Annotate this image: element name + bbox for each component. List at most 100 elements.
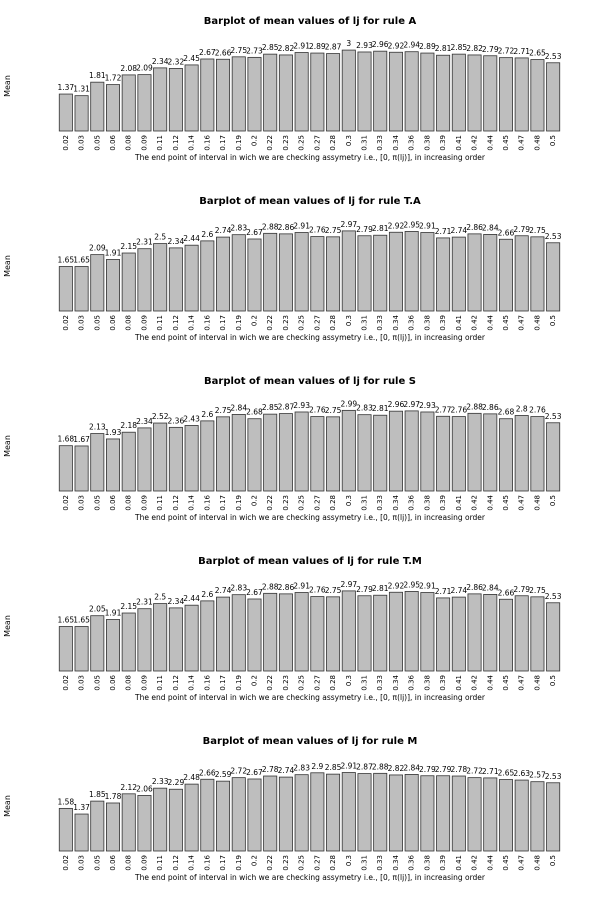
bar <box>153 243 168 312</box>
x-tick-label: 0.45 <box>502 855 510 871</box>
bar <box>467 777 482 852</box>
bar-value-label: 2.67 <box>246 768 263 777</box>
bar-value-label: 2.75 <box>529 226 546 235</box>
bar <box>263 775 278 852</box>
bar-value-label: 2.76 <box>309 226 326 235</box>
bar-value-label: 2.76 <box>309 406 326 415</box>
bar <box>168 788 183 852</box>
x-tick-label: 0.14 <box>188 314 196 330</box>
bar-value-label: 2.91 <box>293 222 310 231</box>
chart-title: Barplot of mean values of lj for rule T.… <box>198 556 422 567</box>
x-tick-label: 0.48 <box>533 675 541 691</box>
x-tick-label: 0.03 <box>78 855 86 871</box>
bar-value-label: 2.67 <box>246 588 263 597</box>
bar <box>357 773 372 852</box>
bar-value-label: 2.6 <box>201 410 213 419</box>
bar-value-label: 1.91 <box>105 248 122 257</box>
x-tick-label: 0.19 <box>235 315 243 331</box>
x-tick-label: 0.39 <box>439 135 447 151</box>
bar <box>530 59 545 132</box>
x-tick-label: 0.25 <box>298 135 306 151</box>
bar-value-label: 2.53 <box>545 412 562 421</box>
bar-value-label: 2.53 <box>545 52 562 61</box>
x-tick-label: 0.3 <box>345 135 353 146</box>
bar-value-label: 2.43 <box>183 414 200 423</box>
x-tick-label: 0.08 <box>125 495 133 511</box>
bar-value-label: 2.34 <box>168 237 185 246</box>
bar <box>467 54 482 132</box>
bar <box>216 236 231 312</box>
bar <box>58 266 73 312</box>
x-tick-label: 0.44 <box>486 854 494 870</box>
bar-value-label: 1.68 <box>58 435 75 444</box>
x-tick-label: 0.2 <box>250 495 258 506</box>
x-tick-label: 0.16 <box>203 134 211 150</box>
bar <box>514 779 529 852</box>
x-tick-label: 0.25 <box>298 675 306 691</box>
x-tick-label: 0.02 <box>62 315 70 331</box>
bar <box>90 615 105 672</box>
bar <box>263 413 278 492</box>
bar-value-label: 2.67 <box>246 228 263 237</box>
bar <box>546 62 561 132</box>
x-tick-label: 0.16 <box>203 854 211 870</box>
bar-value-label: 2.83 <box>293 764 310 773</box>
bar-value-label: 2.34 <box>168 597 185 606</box>
bar-value-label: 2.71 <box>435 227 452 236</box>
x-tick-label: 0.03 <box>78 315 86 331</box>
bar-value-label: 2.88 <box>262 582 279 591</box>
bar <box>514 235 529 312</box>
bar-value-label: 2.79 <box>356 225 373 234</box>
bar <box>58 626 73 672</box>
x-tick-label: 0.33 <box>376 315 384 331</box>
x-tick-label: 0.09 <box>140 135 148 151</box>
bar <box>483 777 498 852</box>
x-tick-label: 0.48 <box>533 315 541 331</box>
bar-value-label: 1.37 <box>58 83 75 92</box>
x-tick-label: 0.02 <box>62 855 70 871</box>
bar <box>184 604 199 672</box>
x-tick-label: 0.38 <box>423 135 431 151</box>
bar-value-label: 2.34 <box>152 57 169 66</box>
bar <box>373 234 388 312</box>
bar <box>168 247 183 312</box>
x-tick-label: 0.27 <box>313 855 321 871</box>
chart-title: Barplot of mean values of lj for rule A <box>204 16 417 27</box>
bar <box>467 593 482 672</box>
x-tick-label: 0.16 <box>203 314 211 330</box>
bar-value-label: 2.78 <box>450 765 467 774</box>
bar-value-label: 2.76 <box>529 406 546 415</box>
x-tick-label: 0.05 <box>93 495 101 511</box>
bar <box>530 781 545 852</box>
bar <box>247 778 262 852</box>
bar <box>121 612 136 672</box>
x-tick-label: 0.14 <box>188 854 196 870</box>
bar-value-label: 2.75 <box>230 46 247 55</box>
bar <box>200 58 215 132</box>
bar <box>451 53 466 132</box>
bar-value-label: 2.76 <box>309 586 326 595</box>
x-tick-label: 0.42 <box>471 135 479 151</box>
x-tick-label: 0.31 <box>361 855 369 871</box>
y-axis-label: Mean <box>3 795 12 817</box>
x-tick-label: 0.36 <box>408 134 416 150</box>
bar <box>137 608 152 672</box>
x-tick-label: 0.14 <box>188 134 196 150</box>
x-tick-label: 0.09 <box>140 315 148 331</box>
x-tick-label: 0.42 <box>471 495 479 511</box>
bar-value-label: 2.72 <box>466 767 483 776</box>
bar <box>90 254 105 312</box>
bar-value-label: 2.74 <box>450 586 467 595</box>
bar <box>514 415 529 492</box>
bar-value-label: 1.65 <box>73 616 90 625</box>
x-tick-label: 0.34 <box>392 134 400 150</box>
bar-value-label: 2.95 <box>403 220 420 229</box>
bar <box>326 236 341 312</box>
bar-value-label: 2.71 <box>482 767 499 776</box>
bar <box>58 807 73 852</box>
bar-value-label: 2.89 <box>309 42 326 51</box>
bar-value-label: 2.83 <box>356 404 373 413</box>
bar-value-label: 2.32 <box>168 57 185 66</box>
bar-value-label: 2.95 <box>403 580 420 589</box>
bar-value-label: 2.74 <box>278 766 295 775</box>
